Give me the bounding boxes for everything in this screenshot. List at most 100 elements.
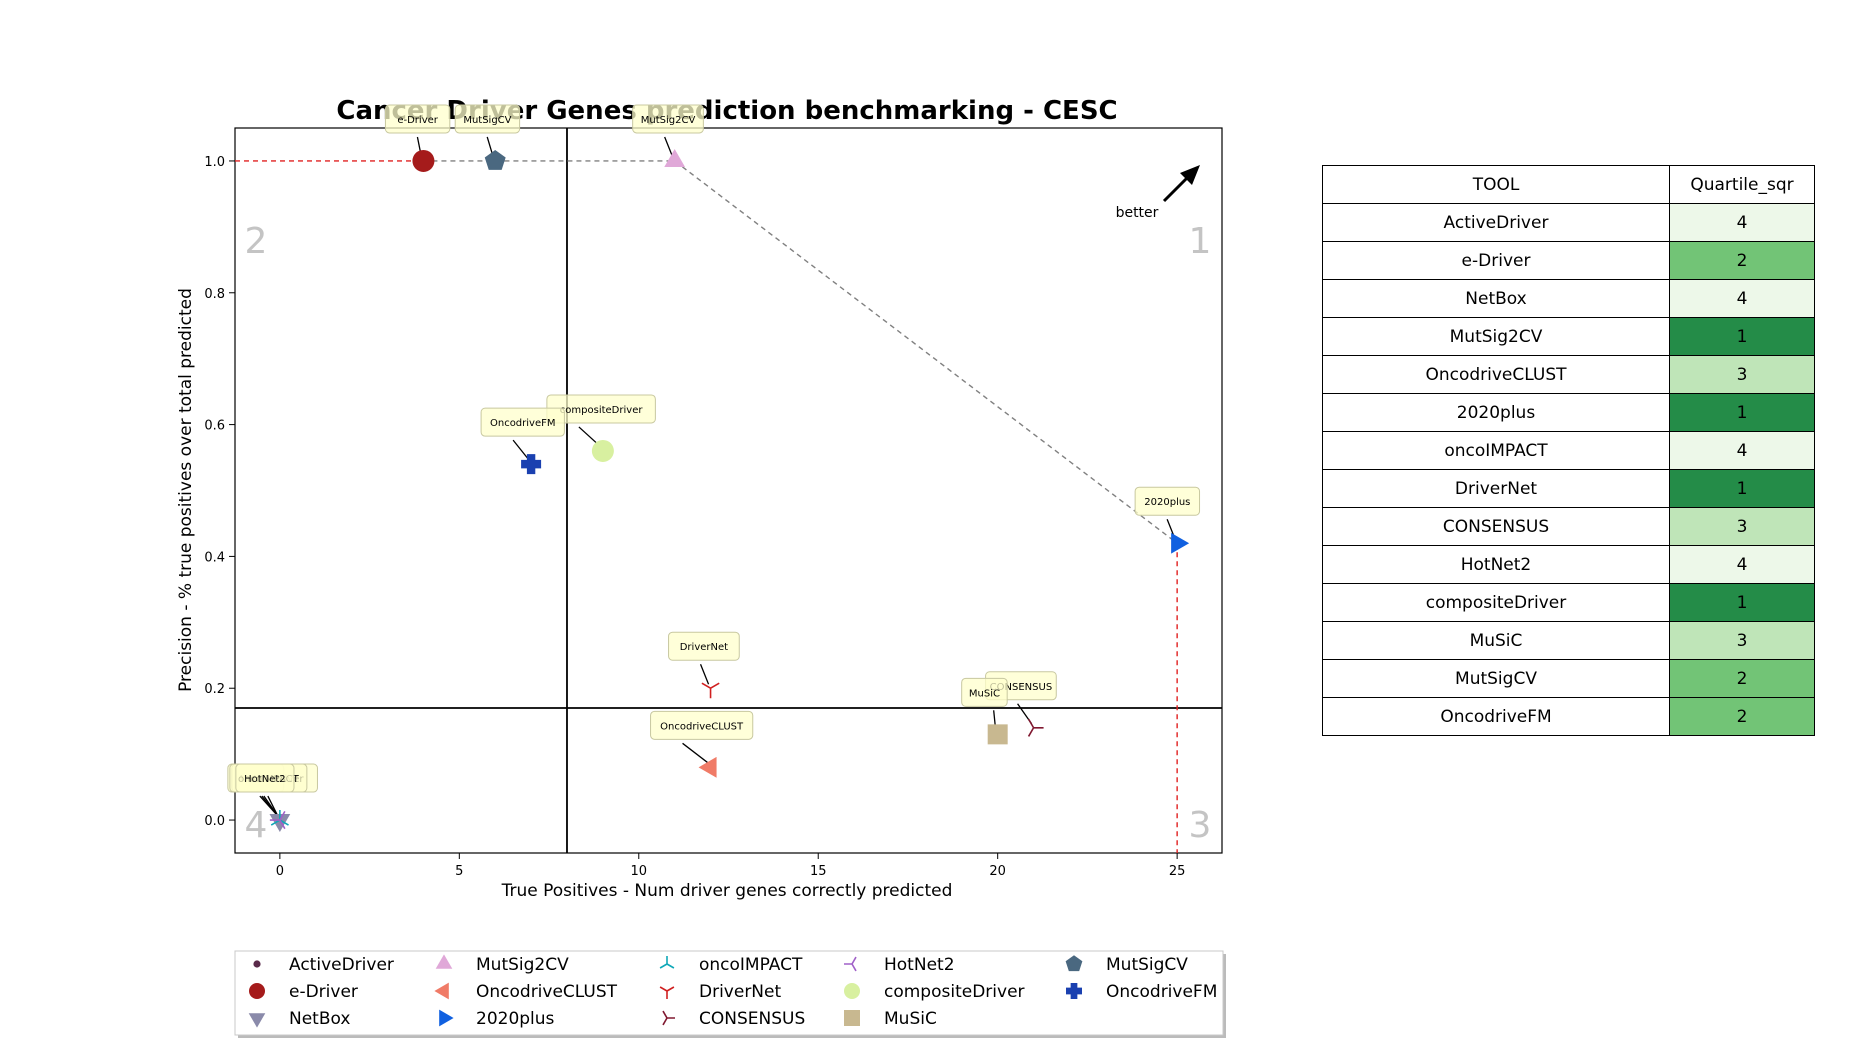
quadrant-label-3: 3: [1189, 805, 1212, 846]
legend-marker: [659, 956, 675, 969]
legend-entry-label: ActiveDriver: [289, 955, 394, 975]
better-label: better: [1116, 205, 1159, 221]
y-tick-label: 0.2: [204, 682, 225, 697]
legend-marker: [435, 954, 453, 969]
legend-entry-label: OncodriveFM: [1106, 982, 1217, 1002]
annotation-label: OncodriveCLUST: [660, 721, 744, 732]
legend-entry-label: 2020plus: [476, 1009, 555, 1029]
quadrant-label-4: 4: [245, 805, 268, 846]
legend-marker: [662, 1010, 675, 1026]
annotation-label: MuSiC: [969, 688, 1000, 699]
data-point-oncodrivefm: [521, 454, 542, 475]
y-tick-label: 1.0: [204, 155, 225, 170]
tool-cell: CONSENSUS: [1322, 507, 1670, 546]
legend-marker: [844, 956, 857, 972]
annotation-box: [235, 763, 295, 793]
legend-entry-label: HotNet2: [884, 955, 955, 975]
data-point-hotnet2: [269, 810, 286, 830]
annotation-label: CONSENSUS: [990, 682, 1053, 693]
quartile-cell: 4: [1669, 203, 1815, 242]
annotation-box: [650, 710, 754, 740]
data-point-netbox: [269, 814, 291, 833]
annotation-label: HotNet2: [244, 774, 285, 785]
annotation-arrow: [267, 795, 279, 817]
quartile-cell: 3: [1669, 621, 1815, 660]
annotation-label: MutSigCV: [463, 115, 511, 126]
data-point-compositedriver: [591, 439, 614, 462]
tool-cell: e-Driver: [1322, 241, 1670, 280]
legend-marker: [434, 982, 449, 1000]
legend-marker: [249, 983, 265, 999]
tool-cell: compositeDriver: [1322, 583, 1670, 622]
y-tick-label: 0.4: [204, 550, 225, 565]
legend-marker: [439, 1009, 454, 1027]
table-header-row: TOOL Quartile_sqr: [1322, 165, 1815, 204]
data-point-oncodriveclust: [698, 756, 717, 778]
table-row: CONSENSUS 3: [1322, 507, 1815, 546]
legend-entry-label: NetBox: [289, 1009, 350, 1029]
quartile-cell: 1: [1669, 317, 1815, 356]
legend-marker: [253, 960, 261, 968]
legend-entry-label: MutSigCV: [1106, 955, 1188, 975]
annotation-box: [668, 631, 740, 661]
chart-title: Cancer Driver Genes prediction benchmark…: [336, 96, 1117, 126]
y-tick-label: 0.6: [204, 419, 225, 434]
tool-cell: MutSig2CV: [1322, 317, 1670, 356]
quadrant-label-1: 1: [1189, 221, 1212, 262]
annotation-arrow: [512, 439, 530, 461]
table-row: MutSigCV 2: [1322, 659, 1815, 698]
quartile-cell: 1: [1669, 393, 1815, 432]
data-point-drivernet: [701, 682, 720, 699]
quartile-cell: 3: [1669, 355, 1815, 394]
data-point-e-driver: [412, 149, 435, 172]
table-row: e-Driver 2: [1322, 241, 1815, 280]
annotation-label: compositeDriver: [560, 405, 644, 416]
table-row: OncodriveFM 2: [1322, 697, 1815, 736]
x-tick-label: 25: [1169, 864, 1186, 879]
annotation-label: e-Driver: [397, 115, 438, 126]
tool-cell: MuSiC: [1322, 621, 1670, 660]
data-point-music: [987, 724, 1008, 745]
annotation-box: [480, 407, 565, 437]
annotation-box: [961, 677, 1008, 707]
annotation-box: [632, 104, 704, 134]
annotation-arrow: [664, 136, 674, 158]
x-tick-label: 10: [630, 864, 647, 879]
header-quartile: Quartile_sqr: [1669, 165, 1815, 204]
annotation-arrow: [682, 742, 709, 764]
tool-cell: ActiveDriver: [1322, 203, 1670, 242]
pareto-front-line: [423, 160, 1178, 544]
tool-cell: HotNet2: [1322, 545, 1670, 584]
quartile-cell: 4: [1669, 431, 1815, 470]
table-row: NetBox 4: [1322, 279, 1815, 318]
quartile-cell: 1: [1669, 583, 1815, 622]
legend-marker: [248, 1013, 266, 1028]
quartile-cell: 4: [1669, 279, 1815, 318]
annotation-arrow: [699, 663, 710, 685]
tool-cell: MutSigCV: [1322, 659, 1670, 698]
tool-cell: OncodriveCLUST: [1322, 355, 1670, 394]
x-axis-label: True Positives - Num driver genes correc…: [501, 881, 953, 901]
y-axis-label: Precision - % true positives over total …: [176, 288, 196, 692]
quartile-table: TOOL Quartile_sqr ActiveDriver 4 e-Driver 2…: [1322, 165, 1815, 736]
tool-cell: OncodriveFM: [1322, 697, 1670, 736]
legend-entry-label: OncodriveCLUST: [476, 982, 618, 1002]
legend-entry-label: MutSig2CV: [476, 955, 569, 975]
plot-frame: [234, 127, 1223, 854]
data-point-mutsig2cv: [664, 148, 686, 167]
x-tick-label: 5: [455, 864, 463, 879]
legend: ActiveDriver e-Driver NetBox MutSig2CV Oncod…: [234, 950, 1226, 1038]
annotation-box: [454, 104, 521, 134]
legend-entry-label: DriverNet: [699, 982, 781, 1002]
x-tick-label: 0: [276, 864, 284, 879]
legend-entry-label: MuSiC: [884, 1009, 937, 1029]
data-point-consensus: [1027, 718, 1044, 737]
quartile-cell: 4: [1669, 545, 1815, 584]
table-row: oncoIMPACT 4: [1322, 431, 1815, 470]
tool-cell: DriverNet: [1322, 469, 1670, 508]
legend-marker: [659, 986, 675, 999]
legend-marker: [844, 1010, 860, 1026]
table-row: ActiveDriver 4: [1322, 203, 1815, 242]
annotation-label: MutSig2CV: [641, 115, 696, 126]
